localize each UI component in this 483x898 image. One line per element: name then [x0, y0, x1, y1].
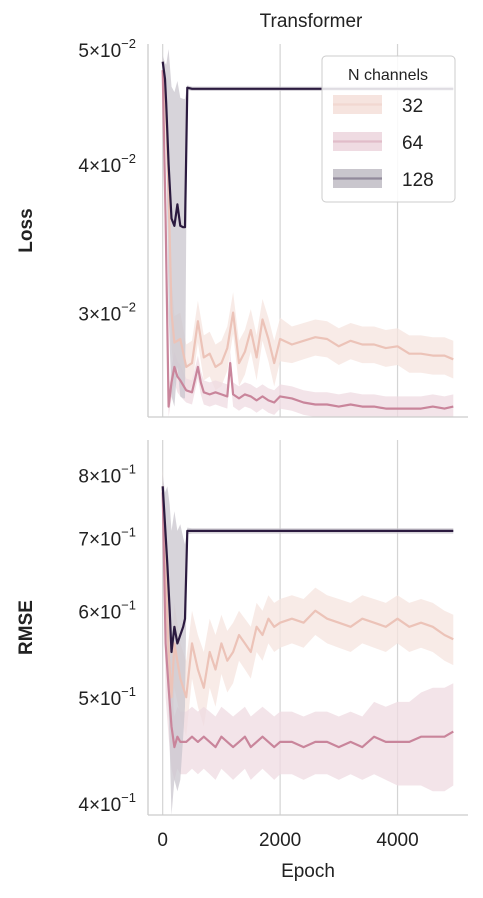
y-tick-label: 4×10−1: [78, 790, 136, 816]
y-tick-exponent: −1: [121, 790, 136, 805]
y-tick-label: 6×10−1: [78, 598, 136, 624]
line-series-32: [161, 486, 454, 699]
y-tick-label: 5×10−1: [78, 684, 136, 710]
y-tick-mantissa: 8×10: [78, 466, 121, 487]
band-32: [162, 468, 454, 748]
y-tick-mantissa: 4×10: [78, 156, 121, 177]
y-tick-label: 3×10−2: [78, 300, 136, 326]
y-tick-mantissa: 7×10: [78, 530, 121, 551]
y-tick-label: 8×10−1: [78, 461, 136, 487]
y-tick-exponent: −1: [121, 525, 136, 540]
y-tick-exponent: −2: [121, 151, 136, 166]
y-tick-exponent: −2: [121, 300, 136, 315]
y-axis-label: Loss: [16, 208, 37, 252]
x-tick-label: 2000: [259, 830, 301, 851]
y-tick-label: 5×10−2: [78, 36, 136, 62]
line-series-64: [161, 70, 454, 410]
legend-swatch-32: [333, 95, 382, 114]
x-tick-label: 0: [157, 830, 168, 851]
band-64: [162, 480, 454, 792]
legend-label-64: 64: [402, 133, 424, 154]
band-64: [162, 54, 454, 418]
y-tick-label: 7×10−1: [78, 525, 136, 551]
legend-swatch-64: [333, 132, 382, 151]
y-tick-exponent: −1: [121, 461, 136, 476]
y-tick-mantissa: 5×10: [78, 41, 121, 62]
legend-frame: [321, 55, 456, 203]
line-series-64: [161, 492, 454, 749]
line-series-128: [161, 61, 454, 229]
x-tick-label: 4000: [376, 830, 418, 851]
legend-label-128: 128: [402, 170, 434, 191]
legend: N channels 32 64 128: [321, 55, 456, 203]
y-tick-mantissa: 6×10: [78, 603, 121, 624]
legend-swatch-128: [333, 169, 382, 188]
y-tick-exponent: −2: [121, 36, 136, 51]
line-series-32: [161, 70, 454, 368]
legend-title: N channels: [348, 67, 428, 84]
y-tick-mantissa: 5×10: [78, 689, 121, 710]
y-axis-label: RMSE: [16, 600, 37, 655]
y-tick-mantissa: 3×10: [78, 305, 121, 326]
legend-label-32: 32: [402, 96, 423, 117]
y-tick-label: 4×10−2: [78, 151, 136, 177]
line-series-128: [161, 486, 454, 654]
y-tick-mantissa: 4×10: [78, 795, 121, 816]
y-tick-exponent: −1: [121, 684, 136, 699]
chart-title: Transformer: [260, 11, 363, 32]
x-axis-label: Epoch: [281, 861, 335, 882]
y-tick-exponent: −1: [121, 598, 136, 613]
